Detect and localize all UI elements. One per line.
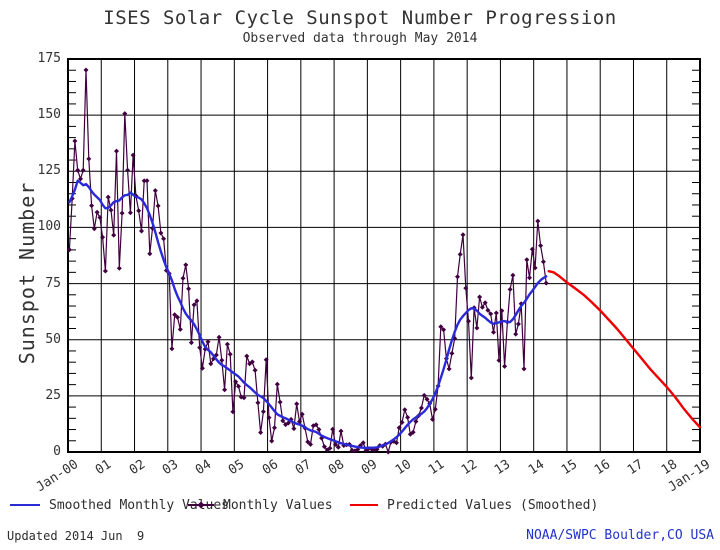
legend-label: Monthly Values bbox=[223, 497, 333, 513]
y-tick-label: 0 bbox=[53, 444, 61, 459]
diamond-marker-icon bbox=[197, 501, 205, 509]
chart-title: ISES Solar Cycle Sunspot Number Progress… bbox=[103, 7, 617, 29]
legend-item-monthly-values: Monthly Values bbox=[188, 497, 333, 513]
y-tick-label: 100 bbox=[37, 219, 61, 235]
y-tick-label: 75 bbox=[45, 275, 61, 291]
y-tick-label: 175 bbox=[37, 51, 61, 66]
legend-line-swatch bbox=[188, 501, 214, 509]
y-tick-label: 25 bbox=[45, 387, 61, 403]
noaa-swpc-credit: NOAA/SWPC Boulder,CO USA bbox=[526, 528, 714, 543]
predicted-values-smoothed-line bbox=[547, 270, 702, 429]
monthly-values-line bbox=[68, 69, 547, 453]
legend-label: Smoothed Monthly Values bbox=[49, 497, 230, 513]
chart-subtitle: Observed data through May 2014 bbox=[242, 31, 478, 46]
legend-line-swatch bbox=[350, 504, 378, 506]
legend-item-predicted-values-smoothed: Predicted Values (Smoothed) bbox=[350, 497, 598, 513]
y-tick-label: 50 bbox=[45, 331, 61, 347]
legend-label: Predicted Values (Smoothed) bbox=[387, 497, 599, 513]
y-tick-label: 125 bbox=[37, 163, 61, 179]
monthly-values-markers bbox=[66, 67, 549, 455]
updated-timestamp: Updated 2014 Jun 9 bbox=[7, 529, 145, 543]
smoothed-monthly-values-line bbox=[68, 179, 548, 450]
legend-item-smoothed-monthly-values: Smoothed Monthly Values bbox=[10, 497, 229, 513]
y-tick-label: 150 bbox=[37, 107, 61, 123]
legend-line-swatch bbox=[10, 504, 40, 506]
plot-frame bbox=[67, 58, 701, 453]
